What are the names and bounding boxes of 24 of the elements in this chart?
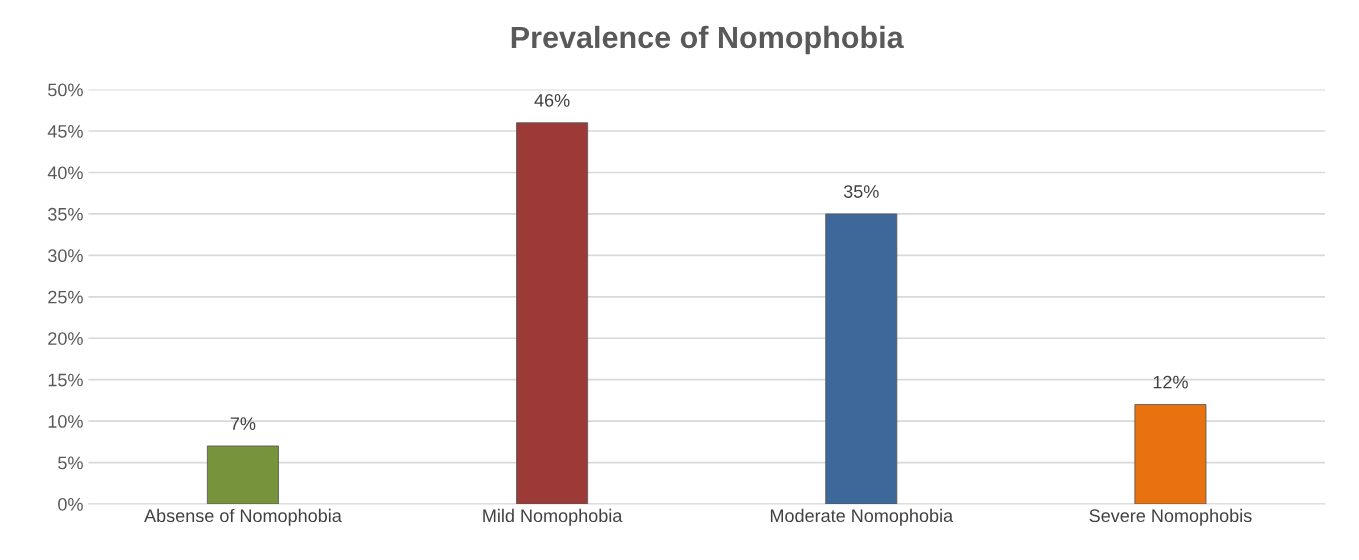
y-tick-label: 25%: [48, 290, 83, 304]
y-tick-label: 30%: [48, 249, 83, 263]
y-tick-label: 5%: [58, 456, 83, 470]
y-tick-label: 20%: [48, 332, 83, 345]
bar: [206, 445, 279, 504]
bar: [1134, 404, 1207, 504]
y-tick-label: 50%: [48, 83, 83, 97]
data-label: 7%: [230, 417, 256, 430]
x-tick-label: Absense of Nomophobia: [144, 508, 342, 526]
y-tick-label: 15%: [48, 373, 83, 387]
y-tick-label: 35%: [48, 207, 83, 221]
y-tick-label: 10%: [48, 415, 83, 428]
y-tick-label: 40%: [47, 166, 83, 180]
x-tick-label: Mild Nomophobia: [483, 508, 623, 526]
x-tick-label: Severe Nomophobis: [1089, 508, 1252, 526]
bar: [516, 122, 589, 504]
chart-title: Prevalence of Nomophobia: [511, 25, 904, 55]
data-label: 35%: [843, 185, 879, 198]
data-label: 46%: [534, 93, 570, 107]
y-tick-label: 0%: [58, 497, 83, 511]
bar: [825, 213, 898, 504]
x-tick-label: Moderate Nomophobia: [770, 508, 954, 526]
data-label: 12%: [1153, 375, 1188, 389]
y-tick-label: 45%: [47, 125, 83, 138]
